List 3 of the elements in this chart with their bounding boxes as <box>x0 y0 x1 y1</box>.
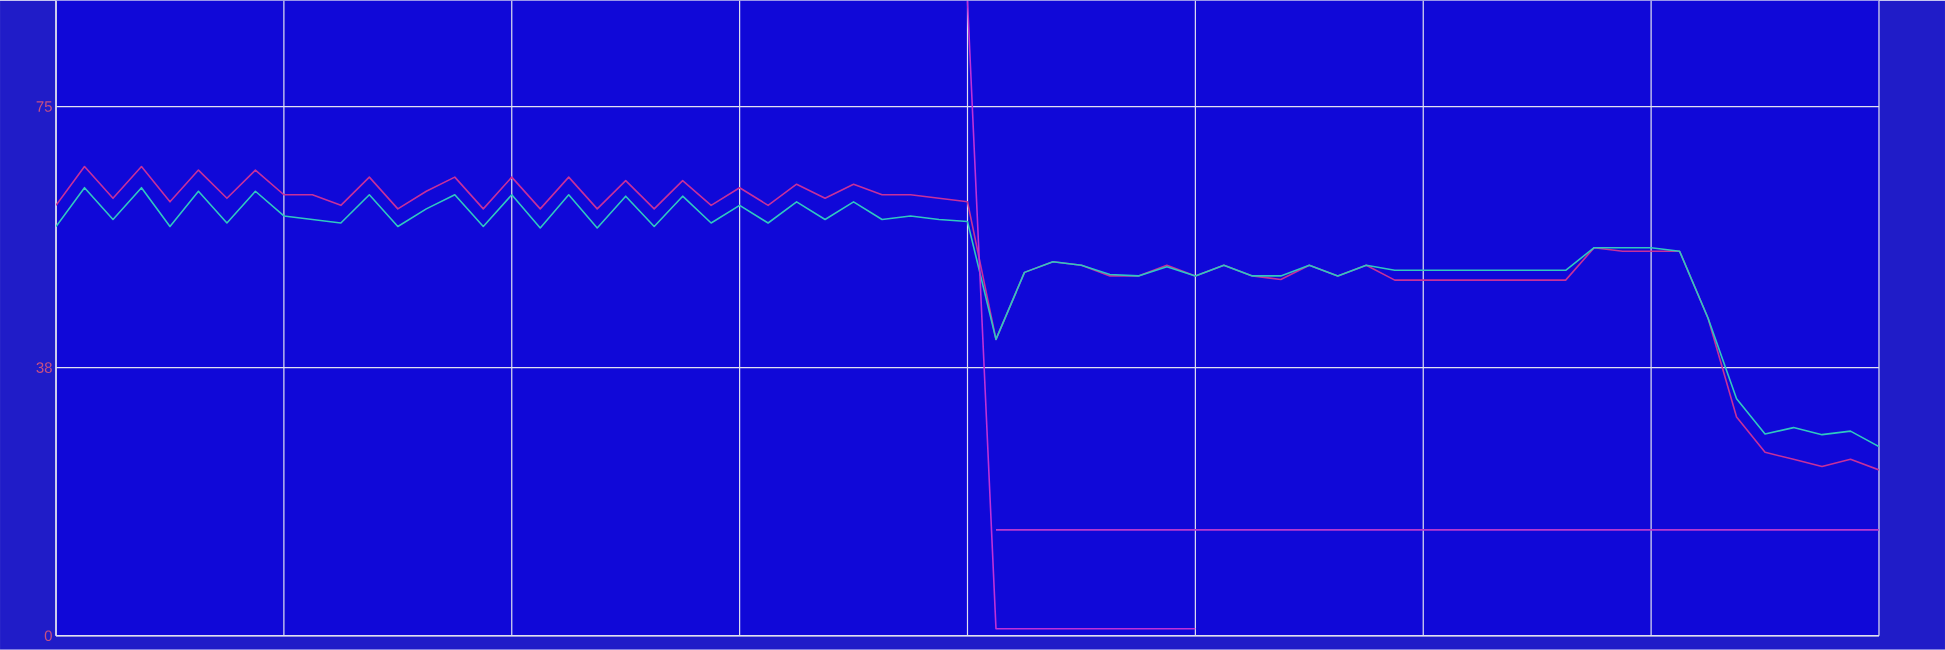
y-tick-label: 38 <box>36 362 52 374</box>
y-tick-label: 75 <box>36 101 52 112</box>
y-tick-label: 0 <box>44 630 52 642</box>
